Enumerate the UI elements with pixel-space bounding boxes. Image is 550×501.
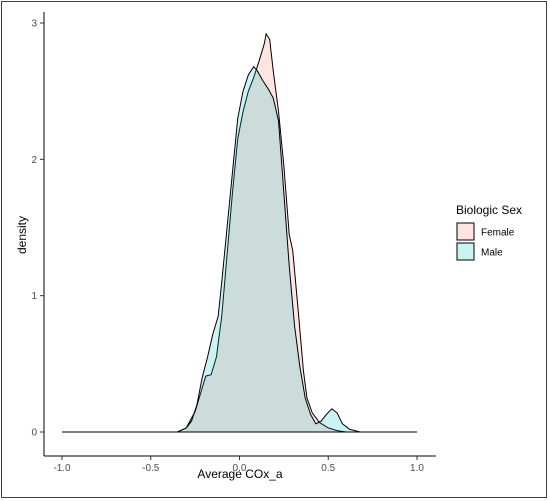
density-area-female	[62, 32, 417, 433]
x-tick-label: 1.0	[410, 463, 424, 474]
legend-label-female: Female	[481, 228, 515, 239]
x-tick-label: 0.0	[233, 463, 247, 474]
y-tick-label: 2	[31, 155, 37, 166]
x-axis-title: Average COx_a	[197, 467, 282, 481]
series-layer	[62, 32, 417, 433]
y-tick-label: 1	[31, 291, 37, 302]
x-tick-label: -1.0	[53, 463, 71, 474]
legend: Biologic Sex Female Male	[456, 203, 522, 261]
axis-layer: -1.0 -0.5 0.0 0.5 1.0 0 1 2 3	[31, 12, 436, 474]
x-tick-label: -0.5	[142, 463, 160, 474]
y-tick-label: 0	[31, 428, 37, 439]
legend-item-male: Male	[456, 242, 503, 261]
legend-key-male	[456, 242, 475, 261]
x-tick-label: 0.5	[321, 463, 335, 474]
y-tick-label: 3	[31, 19, 37, 30]
legend-title: Biologic Sex	[456, 203, 522, 217]
legend-item-female: Female	[456, 222, 515, 241]
legend-items: Female Male	[456, 222, 515, 261]
y-axis-title: density	[15, 216, 29, 254]
legend-label-male: Male	[481, 248, 503, 259]
legend-key-female	[456, 222, 475, 241]
density-area-male	[62, 65, 417, 433]
